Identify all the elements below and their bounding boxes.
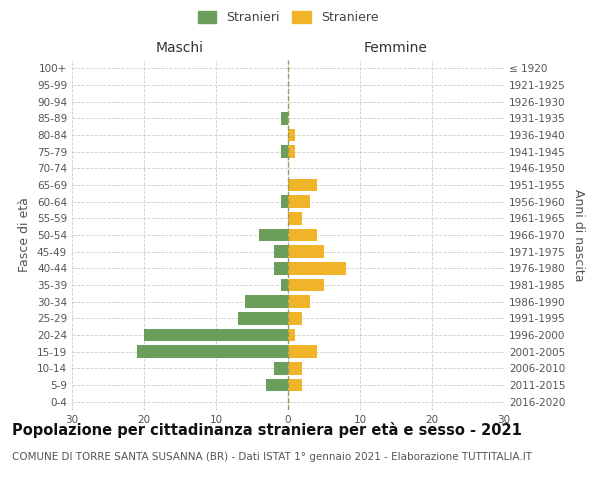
Bar — [288, 196, 310, 208]
Bar — [238, 312, 288, 324]
Bar — [288, 296, 310, 308]
Bar — [288, 362, 302, 374]
Bar — [288, 262, 346, 274]
Bar — [281, 196, 288, 208]
Bar — [274, 362, 288, 374]
Text: COMUNE DI TORRE SANTA SUSANNA (BR) - Dati ISTAT 1° gennaio 2021 - Elaborazione T: COMUNE DI TORRE SANTA SUSANNA (BR) - Dat… — [12, 452, 532, 462]
Text: Popolazione per cittadinanza straniera per età e sesso - 2021: Popolazione per cittadinanza straniera p… — [12, 422, 522, 438]
Bar — [288, 246, 324, 258]
Bar — [281, 112, 288, 124]
Bar — [288, 279, 324, 291]
Y-axis label: Fasce di età: Fasce di età — [19, 198, 31, 272]
Bar — [288, 179, 317, 191]
Bar — [288, 329, 295, 341]
Bar — [288, 312, 302, 324]
Y-axis label: Anni di nascita: Anni di nascita — [572, 188, 585, 281]
Bar — [288, 146, 295, 158]
Bar — [245, 296, 288, 308]
Bar — [274, 262, 288, 274]
Bar — [274, 246, 288, 258]
Bar — [137, 346, 288, 358]
Legend: Stranieri, Straniere: Stranieri, Straniere — [195, 8, 381, 26]
Bar — [288, 379, 302, 391]
Bar — [144, 329, 288, 341]
Bar — [288, 212, 302, 224]
Bar — [281, 146, 288, 158]
Bar — [288, 346, 317, 358]
Bar — [281, 279, 288, 291]
Bar — [259, 229, 288, 241]
Bar — [288, 229, 317, 241]
Bar — [288, 128, 295, 141]
Bar — [266, 379, 288, 391]
